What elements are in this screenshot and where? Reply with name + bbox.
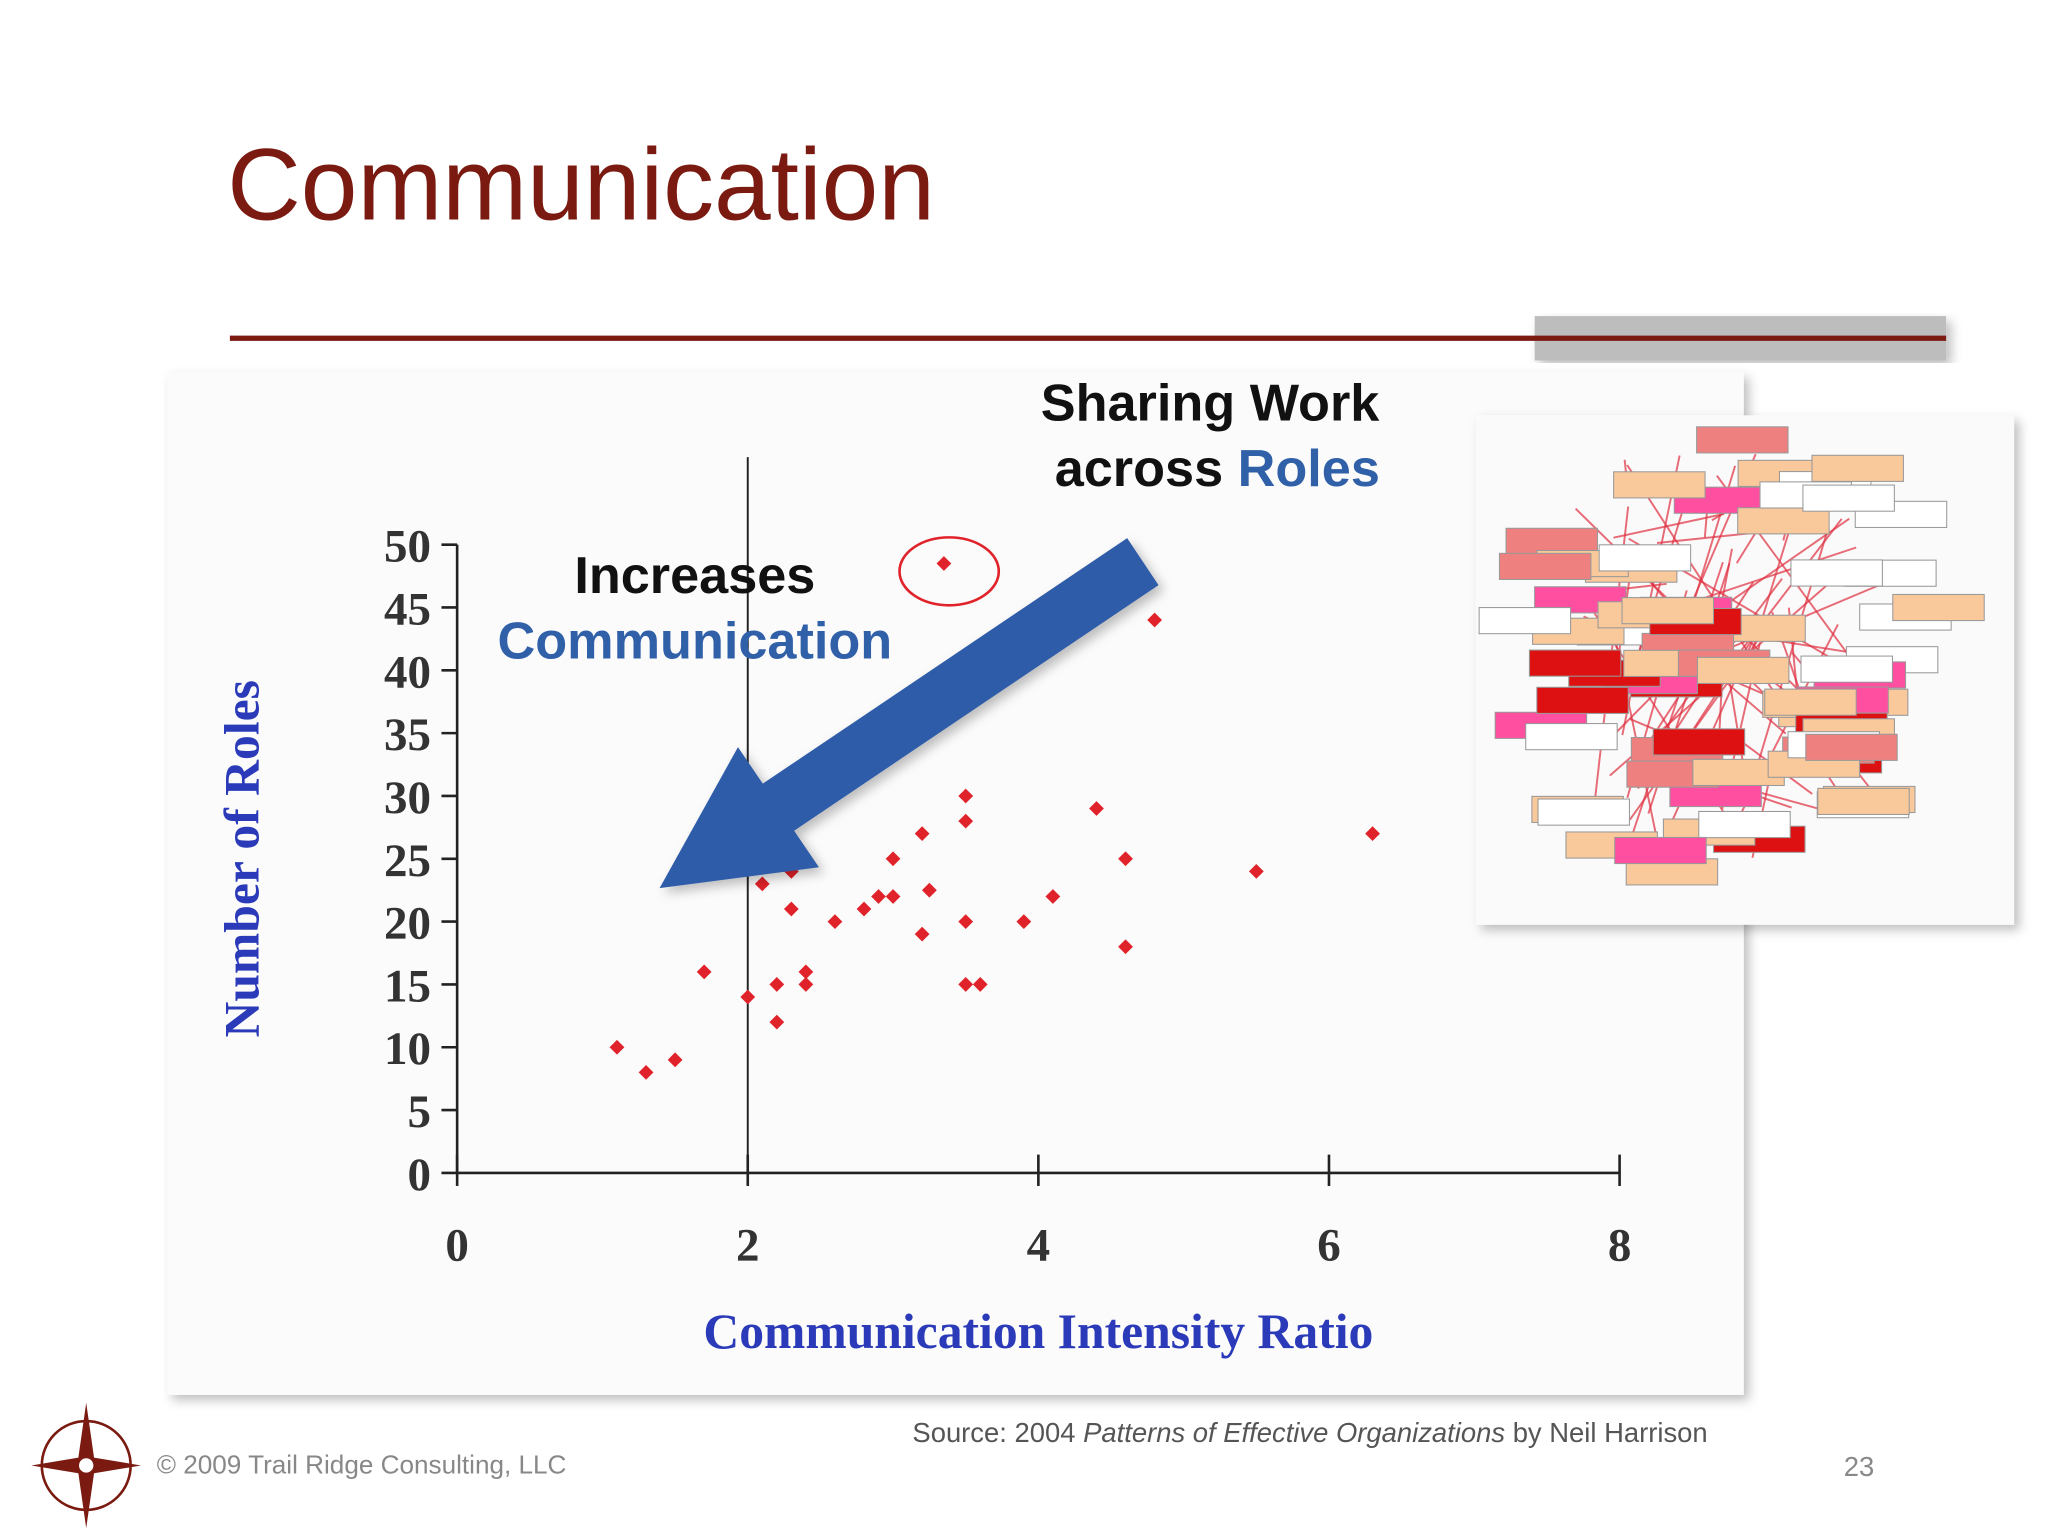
y-tick-label: 10 [384,1023,431,1075]
point [885,889,901,904]
point [754,876,770,892]
network-node [1800,655,1893,683]
network-node [1805,733,1898,761]
x-tick-label: 0 [445,1219,469,1271]
x-tick-label: 6 [1317,1219,1341,1271]
logo [31,1402,142,1529]
point [740,989,756,1005]
callout: Sharing Work across Roles [1041,375,1394,498]
copyright: © 2009 Trail Ridge Consulting, LLC [157,1449,567,1479]
network-node [1764,688,1857,716]
highlight-circle [898,536,1001,607]
network-node [1696,656,1790,684]
network-node [1802,484,1895,512]
point [696,964,712,980]
x-tick-label: 2 [736,1219,760,1271]
y-tick-label: 45 [384,583,431,635]
network-node [1698,810,1791,839]
network-edge [1721,518,1843,676]
callout-text: across [1055,440,1223,498]
point [972,977,988,992]
y-tick-label: 40 [384,646,431,698]
point [958,977,974,992]
y-tick-label: 20 [384,898,431,950]
slide-title: Communication [227,127,935,241]
source: Source: 2004 Patterns of Effective Organ… [912,1417,1707,1448]
y-axis-label: Number of Roles [215,680,270,1037]
point [856,901,872,917]
network-node [1537,798,1630,826]
y-tick-label: 35 [384,709,431,761]
point [958,914,974,929]
network-node [1696,426,1789,454]
point [958,813,974,829]
y-tick-label: 30 [384,772,431,824]
network-node [1536,686,1629,714]
network-node [1525,723,1618,751]
point [769,1014,785,1030]
network-node [1613,471,1706,499]
network-node [1498,552,1592,581]
point [958,788,974,804]
y-tick-label: 5 [408,1086,432,1138]
network-node [1811,454,1904,482]
annotation: Communication [498,612,893,670]
point [769,977,785,992]
x-tick-label: 8 [1608,1219,1632,1271]
point [1016,914,1032,929]
network-node [1892,593,1985,622]
network-node [1817,787,1910,816]
point [1089,801,1104,816]
x-axis-label: Communication Intensity Ratio [703,1304,1373,1359]
arrow [659,538,1159,889]
network-image [1475,415,2015,925]
callout-highlight: Roles [1238,440,1380,498]
point [914,826,930,842]
y-tick-label: 15 [384,960,431,1012]
network-node [1614,836,1707,865]
x-tick-label: 4 [1027,1219,1051,1271]
callout-line: across Roles [1055,440,1380,498]
logo-center [77,1456,95,1474]
plot: 0 5 10 15 20 25 30 35 40 45 50 0 2 4 6 8 Communication I… [215,457,1632,1359]
page-number: 23 [1844,1451,1874,1482]
point [783,901,799,917]
point [921,882,937,898]
source-text: Source: 2004 [912,1417,1075,1448]
y-tick-label: 25 [384,835,431,887]
source-text: by Neil Harrison [1513,1417,1708,1448]
network-node [1652,728,1746,756]
point [798,977,814,992]
point [638,1064,654,1080]
y-tick-label: 50 [384,521,431,573]
point [827,914,843,929]
callout-line: Sharing Work [1041,375,1381,433]
network-node [1790,559,1883,587]
y-tick-label: 0 [408,1149,432,1201]
network-node [1737,507,1830,535]
network-node [1528,649,1622,677]
network-node [1598,544,1692,572]
point [936,556,952,571]
point [885,851,901,867]
point [914,926,930,942]
annotation: Increases [574,547,815,605]
point [1147,612,1163,628]
network-node [1478,607,1572,635]
network-node [1621,597,1715,625]
point [871,889,886,904]
source-title: Patterns of Effective Organizations [1083,1417,1505,1448]
point [798,964,814,980]
